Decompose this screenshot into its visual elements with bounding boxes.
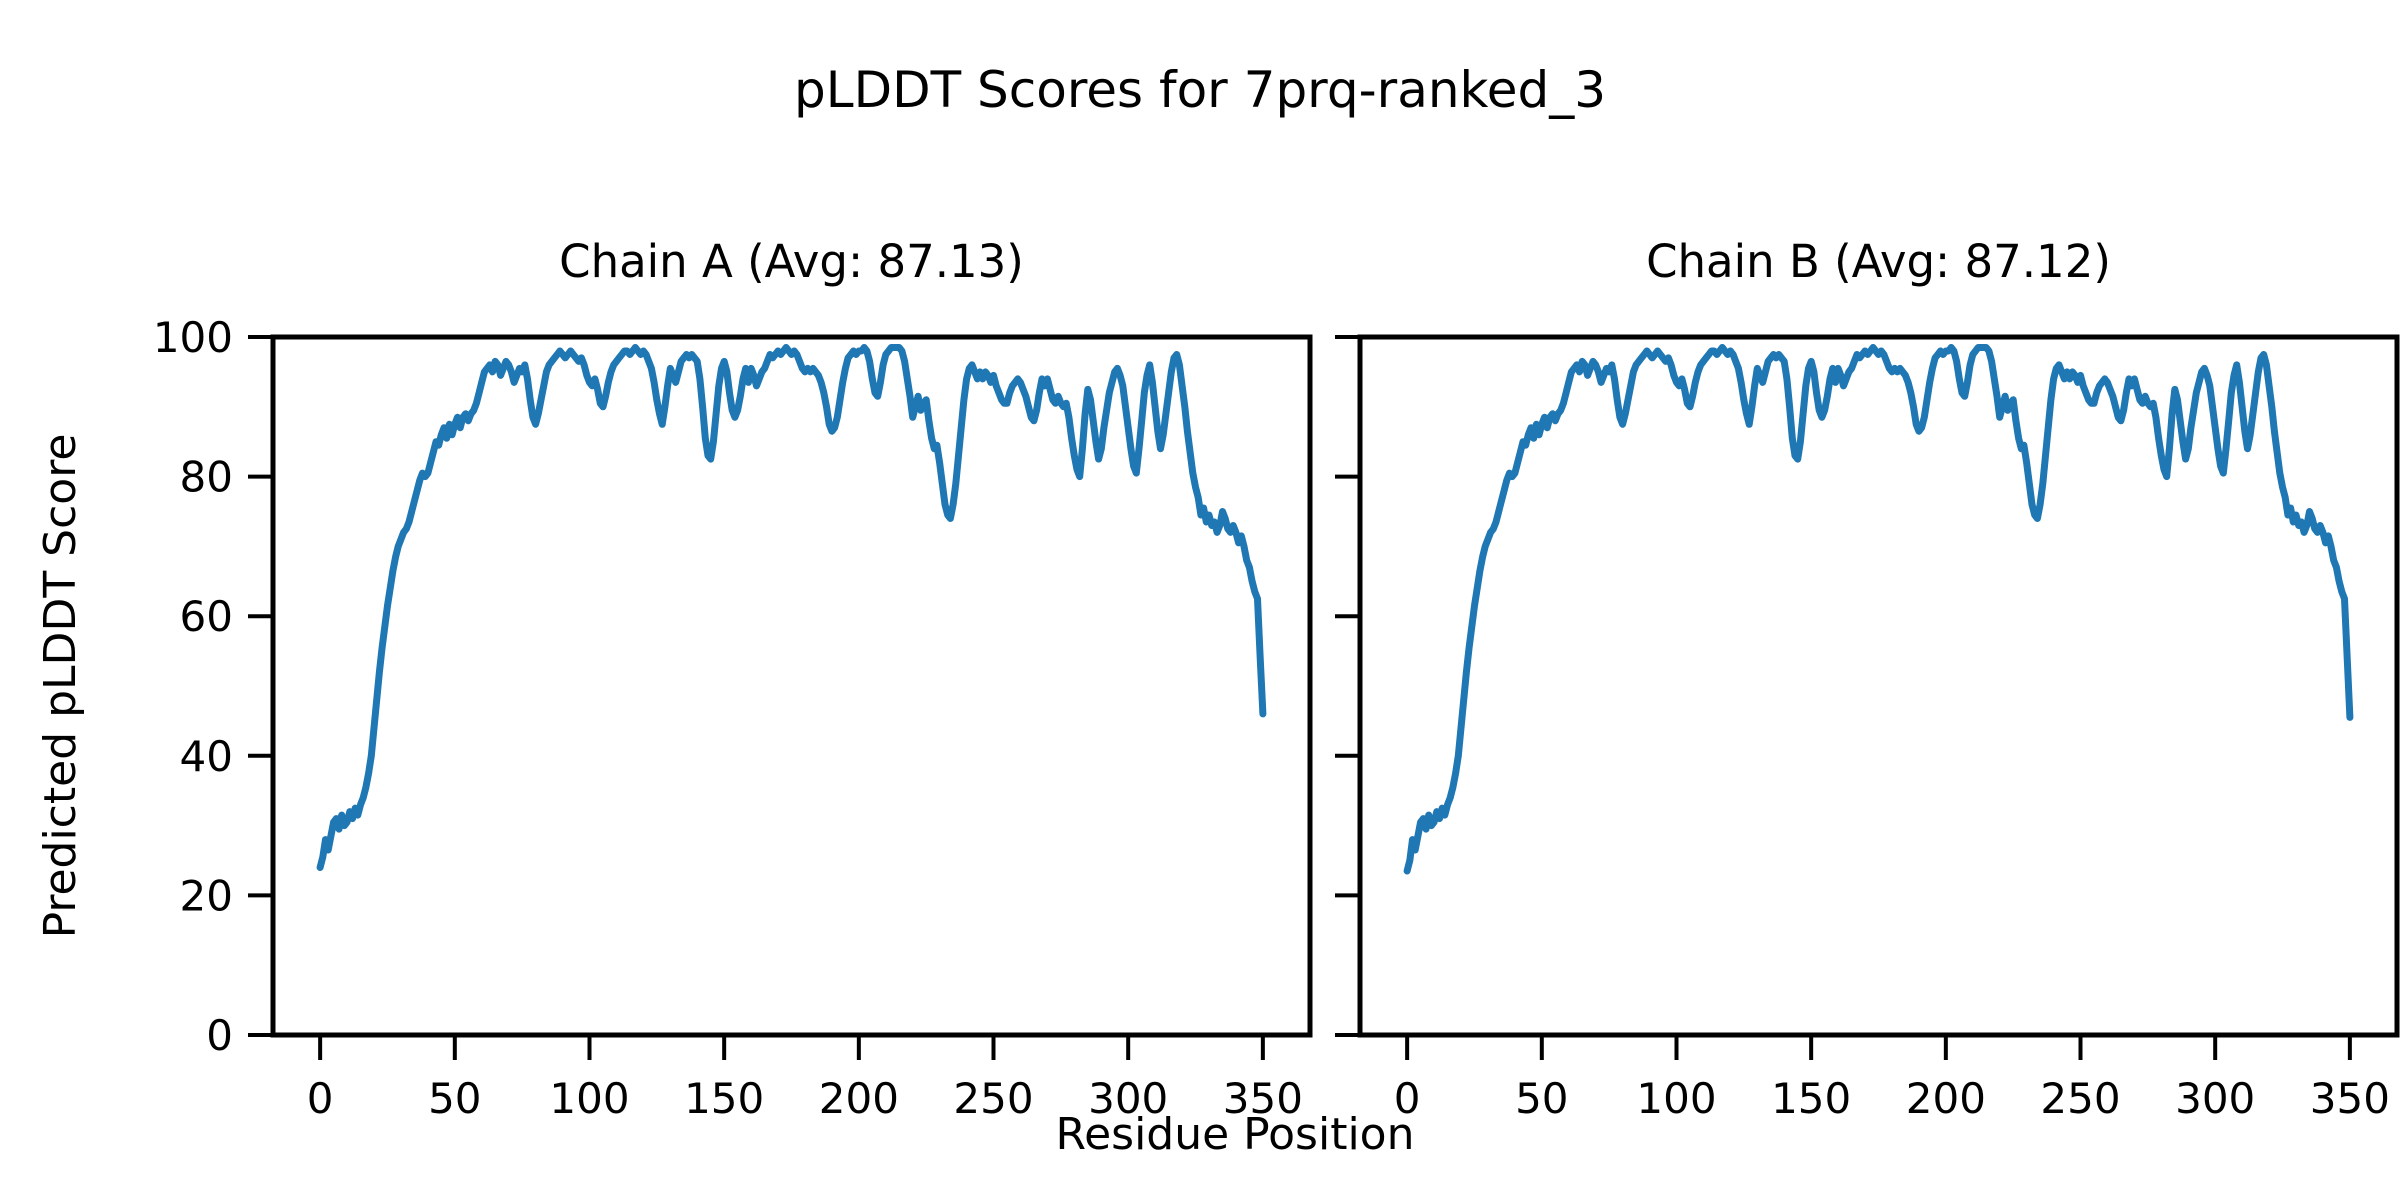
x-tick-label: 350 [1223,1074,1303,1123]
chain-b-subplot-title: Chain B (Avg: 87.12) [1646,235,2111,288]
x-tick-label: 150 [1771,1074,1851,1123]
x-tick-label: 250 [953,1074,1033,1123]
y-axis-label: Predicted pLDDT Score [35,433,86,939]
y-tick-label: 0 [206,1011,233,1060]
x-tick-label: 100 [549,1074,629,1123]
chain-a-axes: 0 50 100 150 200 250 300 350 0 20 40 60 80 100 [153,313,1313,1123]
x-tick-label: 200 [819,1074,899,1123]
y-tick-label: 20 [180,871,233,920]
plddt-line-chain-A [316,344,1267,871]
plddt-line-chain-B [1403,344,2354,875]
chain-a-subplot-title: Chain A (Avg: 87.13) [559,235,1024,288]
x-tick-label: 350 [2310,1074,2390,1123]
y-tick-label: 100 [153,313,233,362]
y-tick-label: 60 [180,592,233,641]
y-tick-label: 80 [180,453,233,502]
chain-b-axes: 0 50 100 150 200 250 300 350 [1335,334,2400,1123]
axes-spines [1357,334,2400,1038]
x-tick-label: 150 [684,1074,764,1123]
x-tick-label: 250 [2040,1074,2120,1123]
y-tick-label: 40 [180,732,233,781]
x-tick-label: 300 [1088,1074,1168,1123]
x-tick-label: 50 [428,1074,481,1123]
x-tick-label: 300 [2175,1074,2255,1123]
x-tick-label: 100 [1636,1074,1716,1123]
axes-spines [270,334,1313,1038]
x-tick-label: 50 [1515,1074,1568,1123]
figure-title: pLDDT Scores for 7prq-ranked_3 [793,61,1607,119]
x-tick-label: 0 [1394,1074,1421,1123]
x-tick-label: 200 [1906,1074,1986,1123]
x-tick-label: 0 [307,1074,334,1123]
x-axis-label: Residue Position [1055,1109,1415,1160]
